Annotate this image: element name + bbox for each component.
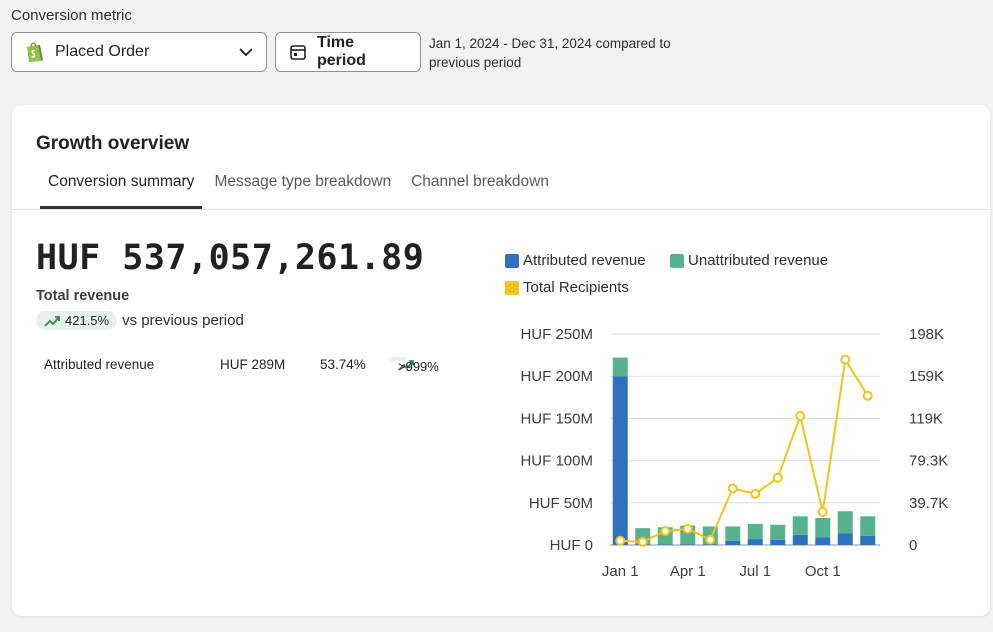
legend-attributed[interactable]: Attributed revenue bbox=[505, 252, 646, 269]
growth-badge: 421.5% bbox=[36, 311, 118, 330]
bar-attributed-apr bbox=[680, 544, 696, 545]
y-right-tick-label: 39.7K bbox=[909, 495, 948, 512]
growth-row: 421.5% vs previous period bbox=[36, 311, 244, 330]
y-left-tick-label: HUF 0 bbox=[550, 537, 593, 554]
y-left-tick-label: HUF 200M bbox=[520, 368, 593, 385]
trend-up-icon bbox=[44, 315, 60, 327]
y-left-tick-label: HUF 50M bbox=[529, 495, 593, 512]
tab-message-type-breakdown[interactable]: Message type breakdown bbox=[214, 173, 392, 190]
chevron-down-icon bbox=[238, 44, 254, 60]
legend-recipients[interactable]: Total Recipients bbox=[505, 279, 629, 296]
card-title: Growth overview bbox=[36, 133, 190, 154]
tab-divider bbox=[12, 209, 990, 210]
recipients-point-mar bbox=[660, 526, 671, 537]
total-revenue-value: HUF 537,057,261.89 bbox=[36, 238, 425, 278]
attributed-revenue-row: Attributed revenue HUF 289M 53.74% >999% bbox=[44, 355, 482, 379]
conversion-metric-label: Conversion metric bbox=[11, 7, 132, 24]
tab-conversion-summary[interactable]: Conversion summary bbox=[40, 167, 203, 209]
recipients-point-oct bbox=[817, 506, 828, 517]
y-right-tick-label: 159K bbox=[909, 368, 944, 385]
attributed-growth-badge: >999% bbox=[390, 357, 439, 374]
bar-attributed-jul bbox=[747, 539, 763, 545]
attributed-label: Attributed revenue bbox=[44, 357, 155, 372]
bar-attributed-nov bbox=[837, 533, 853, 545]
trend-up-icon bbox=[398, 359, 414, 371]
bar-attributed-jan bbox=[612, 376, 628, 545]
bar-unattributed-jan bbox=[612, 357, 628, 377]
tab-channel-breakdown[interactable]: Channel breakdown bbox=[411, 173, 549, 190]
bar-attributed-dec bbox=[860, 535, 876, 545]
bar-attributed-oct bbox=[815, 537, 831, 545]
date-range-text: Jan 1, 2024 - Dec 31, 2024 compared to p… bbox=[429, 36, 671, 70]
chart-legend: Attributed revenue Unattributed revenue … bbox=[505, 252, 885, 306]
recipients-point-aug bbox=[772, 472, 783, 483]
tab-bar: Conversion summary Message type breakdow… bbox=[40, 167, 561, 209]
x-tick-label: Jan 1 bbox=[602, 563, 639, 580]
attributed-share: 53.74% bbox=[320, 357, 366, 372]
y-left-tick-label: HUF 150M bbox=[520, 410, 593, 427]
bar-attributed-aug bbox=[770, 539, 786, 545]
x-tick-label: Apr 1 bbox=[670, 563, 706, 580]
shopify-icon bbox=[24, 41, 44, 63]
recipients-point-apr bbox=[682, 524, 693, 535]
legend-unattributed[interactable]: Unattributed revenue bbox=[670, 252, 828, 269]
recipients-point-jul bbox=[750, 488, 761, 499]
legend-swatch bbox=[670, 253, 685, 268]
x-tick-label: Oct 1 bbox=[805, 563, 841, 580]
bar-unattributed-dec bbox=[860, 516, 876, 536]
growth-chart: HUF 0 0 HUF 50M 39.7K HUF 100M 79.3K HUF 150M 1… bbox=[520, 326, 948, 580]
y-right-tick-label: 0 bbox=[909, 537, 917, 554]
recipients-point-jan bbox=[615, 535, 626, 546]
growth-suffix: vs previous period bbox=[122, 312, 244, 329]
attributed-value: HUF 289M bbox=[220, 357, 286, 372]
growth-value: 421.5% bbox=[65, 313, 110, 328]
recipients-point-dec bbox=[862, 390, 873, 401]
recipients-line bbox=[620, 356, 869, 543]
legend-label: Attributed revenue bbox=[523, 252, 646, 269]
recipients-point-may bbox=[705, 534, 716, 545]
conversion-metric-select[interactable]: Placed Order bbox=[11, 32, 267, 72]
selected-metric: Placed Order bbox=[55, 43, 150, 60]
bar-unattributed-oct bbox=[815, 517, 831, 538]
recipients-point-nov bbox=[840, 354, 851, 365]
y-left-tick-label: HUF 100M bbox=[520, 453, 593, 470]
y-right-tick-label: 198K bbox=[909, 326, 944, 343]
bar-unattributed-nov bbox=[837, 511, 853, 534]
growth-overview-card: Growth overview Conversion summary Messa… bbox=[12, 105, 990, 616]
legend-label: Total Recipients bbox=[523, 279, 629, 296]
bar-attributed-jun bbox=[725, 540, 741, 545]
total-revenue-label: Total revenue bbox=[36, 288, 130, 304]
y-right-tick-label: 79.3K bbox=[909, 453, 948, 470]
attributed-growth-value: >999% bbox=[398, 359, 439, 374]
recipients-point-sep bbox=[795, 411, 806, 422]
time-period-label: Time period bbox=[317, 34, 366, 69]
y-right-tick-label: 119K bbox=[909, 410, 943, 427]
y-left-tick-label: HUF 250M bbox=[520, 326, 593, 343]
bar-unattributed-sep bbox=[792, 516, 808, 535]
legend-swatch bbox=[505, 253, 519, 268]
bar-unattributed-jul bbox=[747, 523, 763, 540]
bar-attributed-mar bbox=[657, 544, 673, 545]
calendar-icon bbox=[289, 43, 307, 61]
bar-unattributed-jun bbox=[725, 526, 741, 541]
recipients-point-jun bbox=[727, 483, 738, 494]
bar-unattributed-aug bbox=[770, 524, 786, 540]
legend-swatch bbox=[505, 280, 519, 295]
time-period-button[interactable]: Time period bbox=[275, 32, 421, 72]
legend-label: Unattributed revenue bbox=[688, 252, 829, 269]
recipients-point-feb bbox=[637, 536, 648, 547]
bar-attributed-sep bbox=[792, 534, 808, 545]
x-tick-label: Jul 1 bbox=[739, 563, 771, 580]
